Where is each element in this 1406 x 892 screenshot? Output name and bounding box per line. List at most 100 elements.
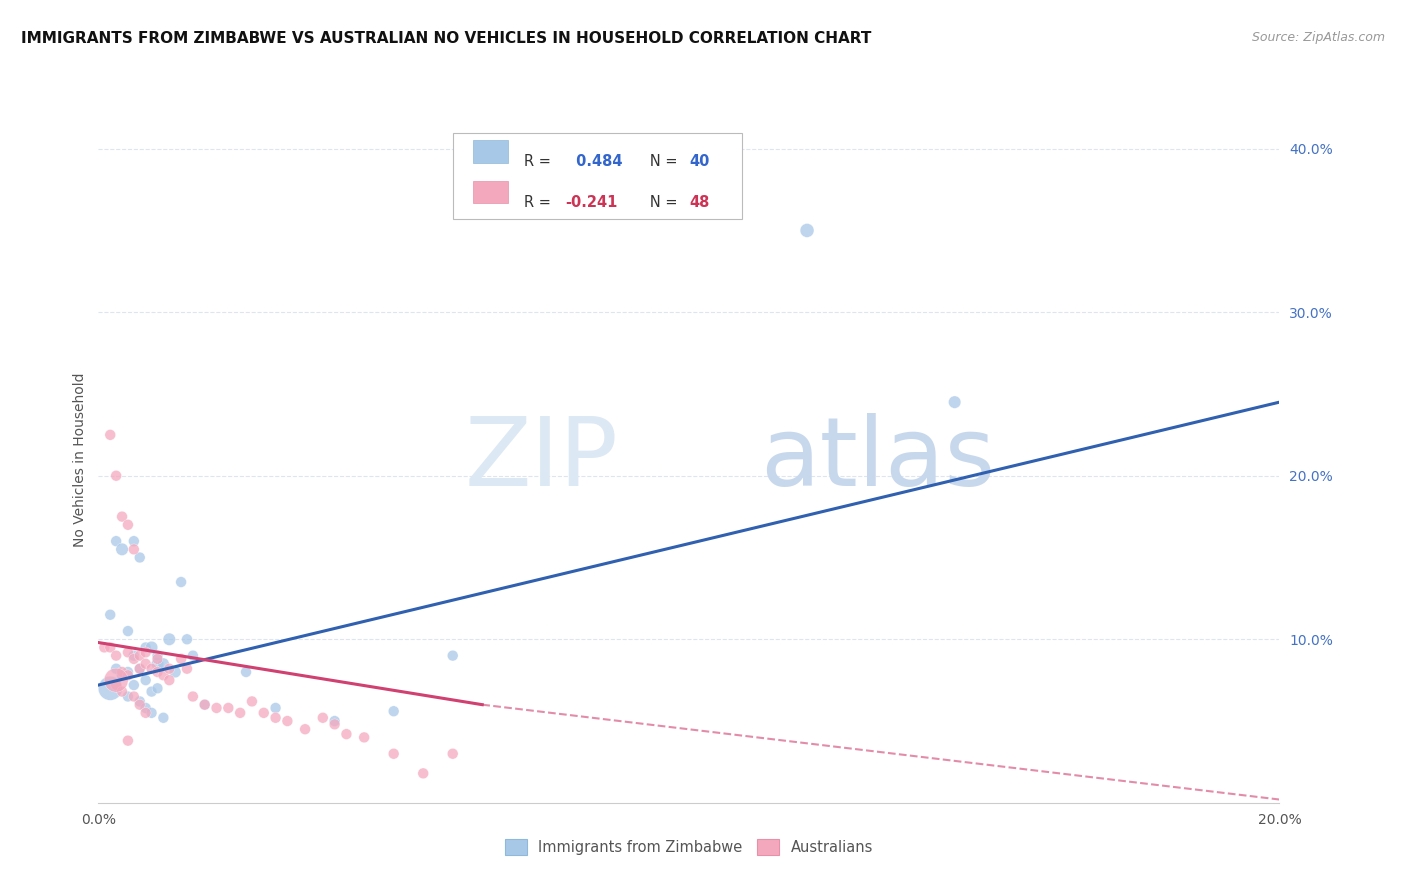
Text: R =: R = bbox=[523, 153, 555, 169]
Point bbox=[117, 645, 139, 659]
Point bbox=[194, 698, 217, 712]
Point bbox=[141, 684, 163, 698]
Point bbox=[135, 701, 157, 715]
Point bbox=[165, 665, 187, 679]
Point bbox=[111, 542, 134, 557]
Point bbox=[135, 645, 157, 659]
Point bbox=[111, 668, 134, 682]
Point bbox=[122, 690, 145, 704]
Point bbox=[181, 648, 204, 663]
Point bbox=[135, 706, 157, 720]
Point bbox=[128, 550, 150, 565]
Point bbox=[796, 223, 818, 237]
Point bbox=[135, 657, 157, 671]
Text: 40: 40 bbox=[689, 153, 709, 169]
Point bbox=[146, 657, 169, 671]
Text: N =: N = bbox=[636, 195, 682, 210]
Point bbox=[98, 427, 121, 442]
Point bbox=[353, 731, 375, 745]
Point bbox=[128, 648, 150, 663]
Point bbox=[98, 640, 121, 655]
Text: R =: R = bbox=[523, 195, 555, 210]
Point bbox=[146, 681, 169, 696]
Point bbox=[205, 701, 228, 715]
Point bbox=[152, 711, 174, 725]
Point bbox=[135, 640, 157, 655]
Point bbox=[122, 542, 145, 557]
Legend: Immigrants from Zimbabwe, Australians: Immigrants from Zimbabwe, Australians bbox=[496, 830, 882, 864]
Point bbox=[229, 706, 252, 720]
Point bbox=[105, 662, 128, 676]
Point bbox=[157, 632, 180, 647]
Point bbox=[117, 517, 139, 532]
Point bbox=[312, 711, 335, 725]
Point bbox=[176, 632, 198, 647]
Text: 48: 48 bbox=[689, 195, 709, 210]
Point bbox=[128, 698, 150, 712]
Point bbox=[146, 652, 169, 666]
Point bbox=[441, 648, 464, 663]
Text: atlas: atlas bbox=[759, 413, 995, 506]
Point bbox=[181, 690, 204, 704]
Point bbox=[943, 395, 966, 409]
Text: ZIP: ZIP bbox=[464, 413, 619, 506]
Point bbox=[117, 733, 139, 747]
Point bbox=[111, 668, 134, 682]
Point bbox=[93, 640, 115, 655]
Point bbox=[170, 574, 193, 589]
Point bbox=[157, 673, 180, 688]
Text: IMMIGRANTS FROM ZIMBABWE VS AUSTRALIAN NO VEHICLES IN HOUSEHOLD CORRELATION CHAR: IMMIGRANTS FROM ZIMBABWE VS AUSTRALIAN N… bbox=[21, 31, 872, 46]
Point bbox=[382, 747, 405, 761]
Point bbox=[264, 701, 287, 715]
Point bbox=[170, 652, 193, 666]
Point bbox=[146, 665, 169, 679]
Point bbox=[323, 717, 346, 731]
Point bbox=[111, 684, 134, 698]
Point bbox=[105, 648, 128, 663]
Point bbox=[335, 727, 357, 741]
Point bbox=[240, 694, 263, 708]
Point bbox=[141, 662, 163, 676]
Point bbox=[141, 706, 163, 720]
Point bbox=[146, 648, 169, 663]
Point bbox=[98, 607, 121, 622]
Text: 0.484: 0.484 bbox=[571, 153, 623, 169]
Point bbox=[111, 665, 134, 679]
Point bbox=[152, 668, 174, 682]
Point bbox=[176, 662, 198, 676]
Point bbox=[122, 648, 145, 663]
Point bbox=[323, 714, 346, 728]
Point bbox=[122, 678, 145, 692]
Point bbox=[135, 673, 157, 688]
Point bbox=[105, 468, 128, 483]
Point bbox=[117, 624, 139, 639]
Point bbox=[98, 681, 121, 696]
Point bbox=[217, 701, 239, 715]
Point bbox=[105, 673, 128, 688]
Point bbox=[152, 657, 174, 671]
Point bbox=[194, 698, 217, 712]
Point bbox=[128, 662, 150, 676]
Text: Source: ZipAtlas.com: Source: ZipAtlas.com bbox=[1251, 31, 1385, 45]
Point bbox=[382, 704, 405, 718]
Point bbox=[294, 723, 316, 737]
Point bbox=[111, 509, 134, 524]
Text: N =: N = bbox=[636, 153, 682, 169]
Point bbox=[105, 678, 128, 692]
FancyBboxPatch shape bbox=[472, 140, 508, 162]
Point bbox=[157, 662, 180, 676]
Point bbox=[128, 662, 150, 676]
Point bbox=[264, 711, 287, 725]
Point bbox=[128, 694, 150, 708]
Point bbox=[141, 640, 163, 655]
Point bbox=[441, 747, 464, 761]
Point bbox=[117, 690, 139, 704]
Point bbox=[253, 706, 276, 720]
Text: -0.241: -0.241 bbox=[565, 195, 617, 210]
Point bbox=[276, 714, 298, 728]
FancyBboxPatch shape bbox=[453, 133, 742, 219]
Point bbox=[117, 665, 139, 679]
Point bbox=[122, 534, 145, 549]
Point bbox=[105, 534, 128, 549]
Point bbox=[122, 652, 145, 666]
